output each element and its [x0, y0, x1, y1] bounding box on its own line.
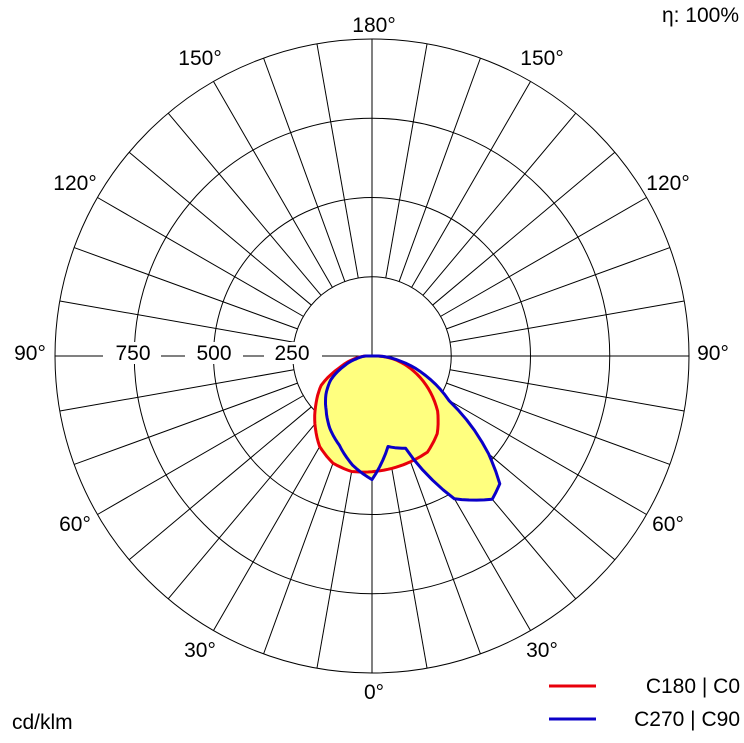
series-curve-1	[324, 354, 502, 502]
grid-spoke-130	[432, 151, 616, 306]
grid-spoke-80	[449, 369, 685, 412]
legend-label-c180-c0: C180 | C0	[646, 675, 740, 698]
grid-spoke-70	[446, 382, 671, 465]
radial-tick-500: 500	[196, 342, 231, 365]
grid-spoke-210	[213, 81, 333, 288]
grid-spoke-170	[385, 43, 428, 279]
polar-grid	[54, 38, 690, 674]
grid-spoke-290	[73, 382, 298, 465]
angle-label-90-right: 90°	[697, 342, 729, 365]
radial-tick-750: 750	[115, 342, 150, 365]
grid-spoke-260	[59, 300, 295, 343]
angle-label-120-left: 120°	[53, 172, 96, 195]
grid-spoke-310	[128, 406, 312, 561]
angle-label-90-left: 90°	[14, 342, 46, 365]
legend: C180 | C0 C270 | C90	[549, 675, 740, 731]
angle-label-0: 0°	[364, 681, 384, 704]
angle-label-60-right: 60°	[652, 513, 684, 536]
grid-spoke-110	[446, 247, 671, 330]
grid-spoke-220	[167, 112, 322, 296]
series-fill-1	[325, 356, 500, 501]
grid-spoke-20	[398, 430, 481, 655]
grid-spoke-200	[263, 57, 346, 282]
grid-spoke-140	[422, 112, 577, 296]
chart-labels: η: 100% cd/klm 180° 0° 90° 90° 150° 120°…	[12, 4, 739, 734]
angle-label-30-right: 30°	[526, 639, 558, 662]
radial-tick-250: 250	[274, 342, 309, 365]
grid-spoke-300	[97, 395, 304, 515]
grid-spoke-320	[167, 416, 322, 600]
intensity-curves	[313, 354, 502, 502]
legend-label-c270-c90: C270 | C90	[634, 708, 740, 731]
grid-spoke-240	[97, 197, 304, 317]
grid-spoke-350	[316, 433, 359, 669]
angle-label-150-right: 150°	[520, 47, 563, 70]
tick-bg-500	[185, 342, 243, 364]
angle-label-120-right: 120°	[646, 172, 689, 195]
grid-spoke-10	[385, 433, 428, 669]
tick-bg-750	[103, 342, 161, 364]
efficiency-label: η: 100%	[662, 4, 739, 27]
grid-spoke-160	[398, 57, 481, 282]
grid-spoke-190	[316, 43, 359, 279]
unit-label: cd/klm	[12, 711, 73, 734]
intensity-fill	[314, 356, 500, 501]
tick-bg-250	[264, 342, 322, 364]
angle-label-30-left: 30°	[184, 639, 216, 662]
angle-label-60-left: 60°	[59, 513, 91, 536]
grid-spoke-330	[213, 424, 333, 631]
grid-spoke-100	[449, 300, 685, 343]
grid-spoke-280	[59, 369, 295, 412]
grid-spoke-60	[440, 395, 647, 515]
grid-spoke-340	[263, 430, 346, 655]
grid-spoke-150	[411, 81, 531, 288]
angle-label-180: 180°	[352, 14, 395, 37]
grid-spoke-120	[440, 197, 647, 317]
grid-spoke-230	[128, 151, 312, 306]
grid-spoke-250	[73, 247, 298, 330]
angle-label-150-left: 150°	[178, 47, 221, 70]
